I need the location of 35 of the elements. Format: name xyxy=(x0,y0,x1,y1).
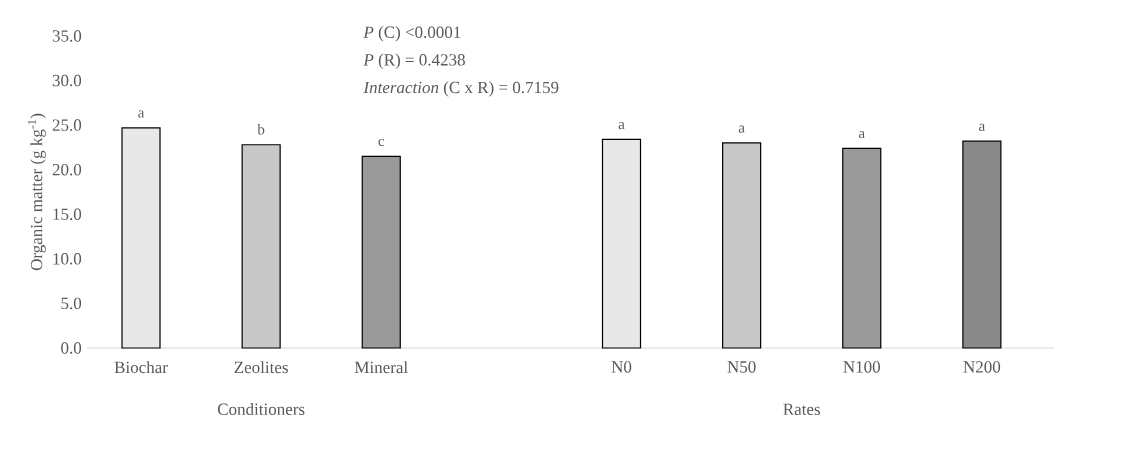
y-tick-label: 10.0 xyxy=(53,253,82,265)
y-tick-label: 5.0 xyxy=(61,297,82,310)
data-label: a xyxy=(618,122,625,130)
text: Conditioners xyxy=(217,403,305,416)
y-tick-label: 20.0 xyxy=(52,163,82,176)
y-tick-label: 15.0 xyxy=(53,208,82,221)
x-tick-label: Zeolites xyxy=(234,361,288,374)
x-tick-label: Biochar xyxy=(114,361,168,374)
data-label: a xyxy=(979,123,986,131)
y-axis-title: Organic matter (g kg$^{-1}$) xyxy=(28,113,46,271)
bar xyxy=(722,142,762,349)
x-tick-label: Mineral xyxy=(354,361,408,374)
y-tick-label: 35.0 xyxy=(52,30,82,42)
bar xyxy=(241,144,281,349)
bar xyxy=(121,127,161,349)
data-label: a xyxy=(138,110,145,118)
x-tick-label: N100 xyxy=(843,361,880,373)
annotation: P (R) = 0.4238 xyxy=(363,53,465,70)
y-tick-label: 25.0 xyxy=(52,119,82,131)
data-label: a xyxy=(738,125,745,133)
x-tick-label: N50 xyxy=(727,361,756,373)
text: Rates xyxy=(783,403,820,416)
annotation: P (C) <0.0001 xyxy=(363,25,461,42)
annotation: Interaction (C x R) = 0.7159 xyxy=(363,81,559,97)
x-tick-label: N200 xyxy=(963,361,1001,373)
x-tick-label: N0 xyxy=(611,361,632,373)
bar xyxy=(361,155,401,349)
data-label: c xyxy=(378,138,385,147)
data-label: a xyxy=(858,130,865,139)
bar xyxy=(842,147,882,349)
bar xyxy=(601,138,642,349)
y-tick-label: 0.0 xyxy=(61,342,82,354)
bar xyxy=(962,140,1002,349)
data-label: b xyxy=(257,123,265,135)
y-tick-label: 30.0 xyxy=(52,74,82,87)
